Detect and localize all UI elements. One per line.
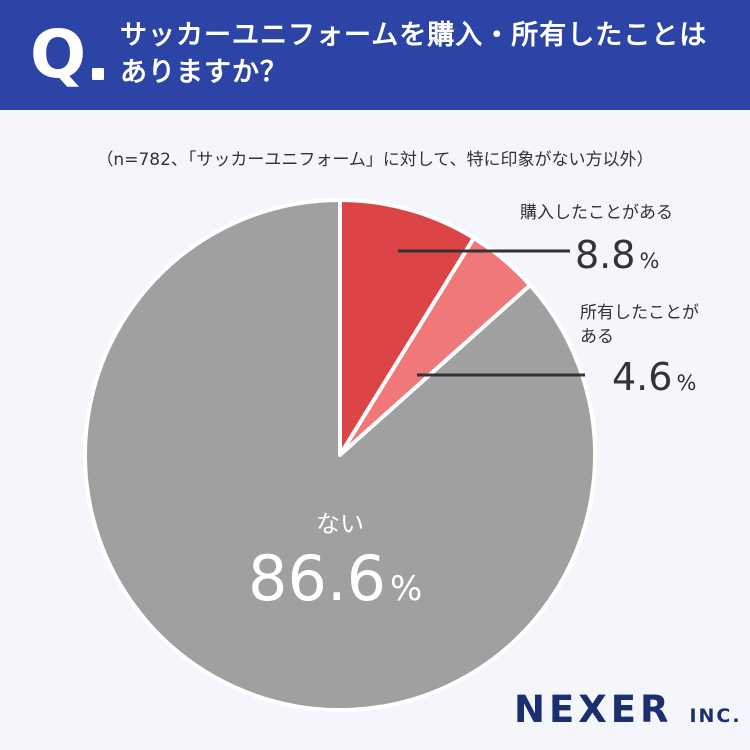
- slice-labels: 購入したことがある 8.8 % 所有したことがある 4.6 % ない 86.6%: [248, 203, 699, 615]
- nexer-logo: NEXER INC.: [514, 688, 742, 738]
- q-dot: [92, 68, 104, 80]
- q-mark: Q: [30, 16, 87, 93]
- logo-name: NEXER: [514, 688, 673, 731]
- slice-label-1: 購入したことがある: [520, 203, 673, 223]
- header-banner: Q サッカーユニフォームを購入・所有したことはありますか？: [0, 0, 750, 110]
- slice-label-3: ない: [316, 510, 364, 538]
- sample-note: （n=782、「サッカーユニフォーム」に対して、特に印象がない方以外）: [96, 150, 654, 170]
- question-text: サッカーユニフォームを購入・所有したことはありますか？: [120, 20, 708, 88]
- pie-slice-1: [338, 198, 476, 457]
- slice-label-2: 所有したことがある: [580, 303, 699, 347]
- slice-value-2: 4.6%: [612, 355, 696, 399]
- pie-slices: [83, 198, 597, 712]
- slice-value-3: 86.6%: [248, 542, 422, 615]
- logo-suffix: INC.: [689, 705, 742, 727]
- pie-slice-3: [83, 198, 597, 712]
- slice-value-1: 8.8%: [575, 233, 659, 277]
- leader-lines: [398, 249, 585, 377]
